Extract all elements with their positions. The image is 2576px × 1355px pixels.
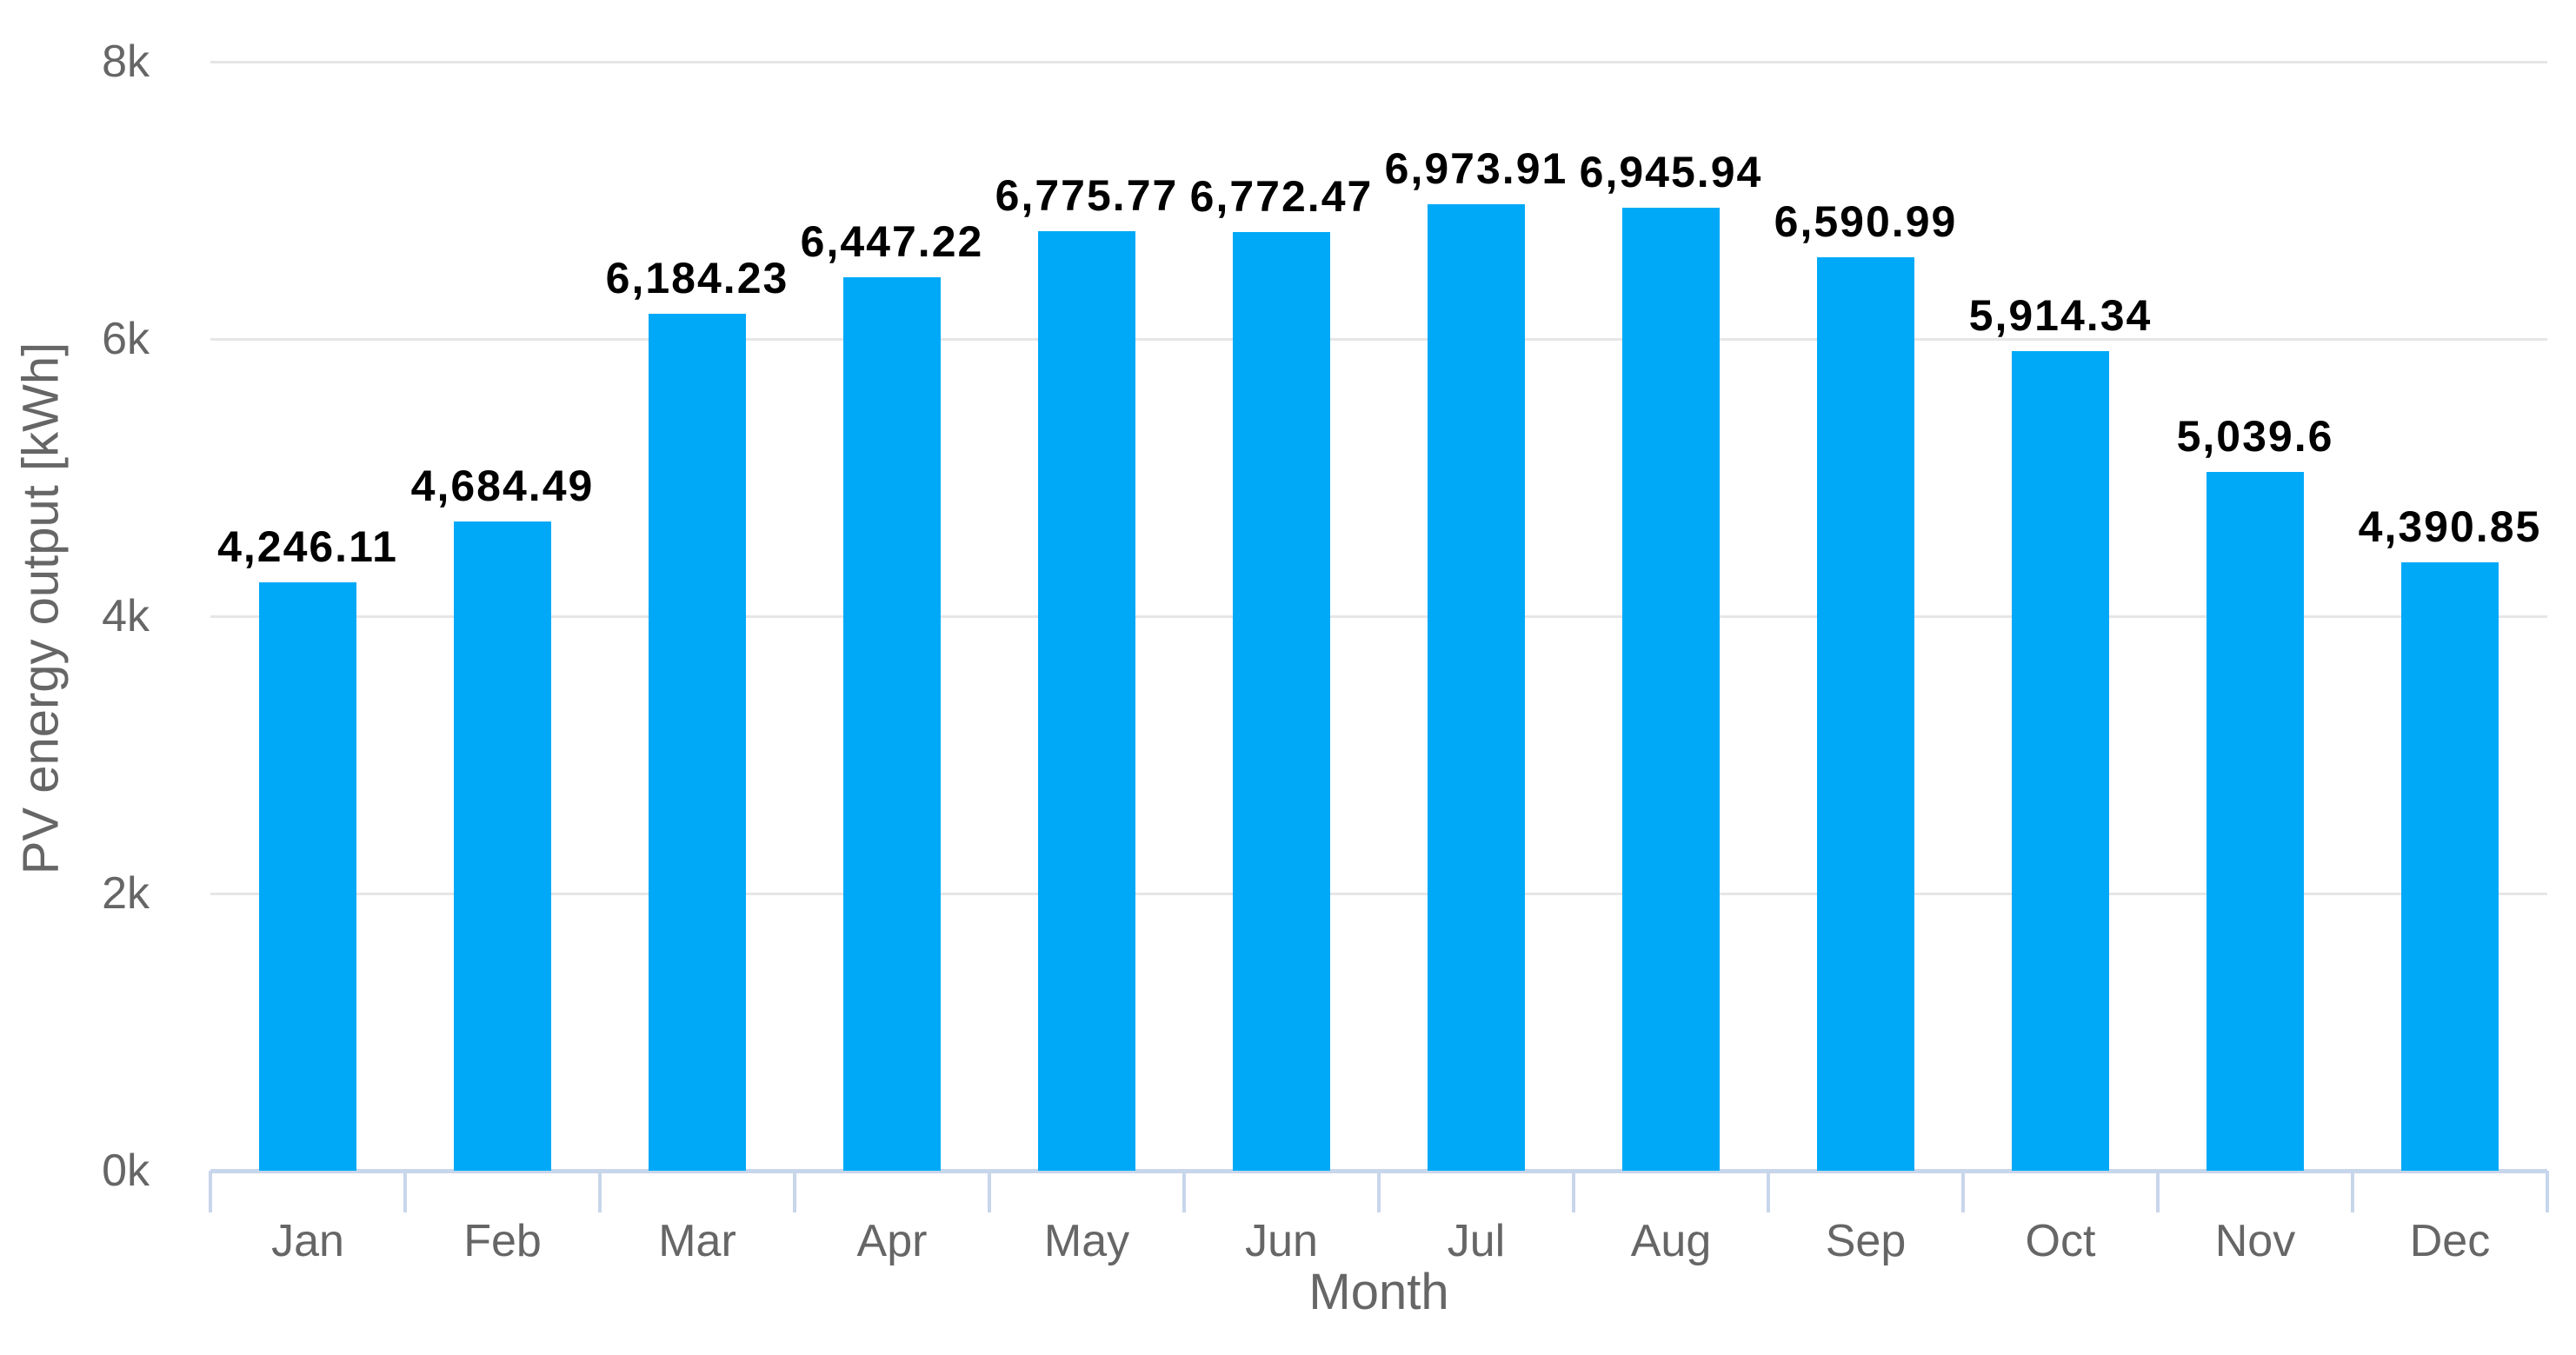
gridline-4k (210, 615, 2547, 618)
bar-sep (1817, 257, 1914, 1171)
y-tick-label-2k: 2k (102, 868, 150, 919)
x-tick-label-jul: Jul (1447, 1216, 1506, 1266)
bar-apr (843, 277, 941, 1171)
bar-nov (2207, 472, 2304, 1171)
bar-value-label-sep: 6,590.99 (1774, 197, 1958, 246)
x-axis-tick (988, 1171, 991, 1212)
bar-value-label-apr: 6,447.22 (800, 217, 984, 266)
x-tick-label-dec: Dec (2409, 1216, 2491, 1266)
bar-jul (1428, 204, 1525, 1171)
plot-area: Month 4,246.11 Jan 4,684.49 Feb 6,184.23 Mar 6… (209, 61, 2549, 1320)
x-tick-label-apr: Apr (856, 1216, 928, 1266)
bar-value-label-mar: 6,184.23 (605, 254, 789, 302)
x-tick-label-aug: Aug (1630, 1216, 1712, 1266)
bar-value-label-jun: 6,772.47 (1189, 172, 1374, 221)
x-axis-tick (2351, 1171, 2354, 1212)
y-axis: 0k 2k 4k 6k 8k (0, 0, 150, 1355)
y-tick-label-6k: 6k (102, 314, 150, 364)
x-axis-tick (793, 1171, 796, 1212)
bar-value-label-nov: 5,039.6 (2176, 412, 2334, 461)
bar-jun (1233, 232, 1330, 1171)
y-tick-label-0k: 0k (102, 1146, 150, 1196)
x-axis-tick (2156, 1171, 2160, 1212)
x-axis-tick (598, 1171, 602, 1212)
x-tick-label-nov: Nov (2214, 1216, 2296, 1266)
x-tick-label-jun: Jun (1245, 1216, 1318, 1266)
gridline-2k (210, 893, 2547, 895)
bar-value-label-oct: 5,914.34 (1968, 291, 2153, 340)
x-axis-tick (1182, 1171, 1186, 1212)
x-tick-label-sep: Sep (1825, 1216, 1907, 1266)
x-axis-tick (209, 1171, 212, 1212)
bar-value-label-may: 6,775.77 (995, 171, 1179, 220)
y-tick-label-4k: 4k (102, 591, 150, 641)
bar-value-label-dec: 4,390.85 (2358, 502, 2542, 551)
bar-aug (1622, 208, 1720, 1171)
x-axis-tick (1377, 1171, 1381, 1212)
gridline-8k (210, 61, 2547, 63)
bar-value-label-jan: 4,246.11 (217, 522, 398, 571)
y-tick-label-8k: 8k (102, 37, 150, 87)
x-axis-title: Month (1308, 1264, 1449, 1320)
bar-feb (454, 521, 551, 1171)
bar-oct (2012, 351, 2109, 1171)
bar-dec (2401, 562, 2499, 1171)
bar-value-label-jul: 6,973.91 (1384, 144, 1568, 193)
bar-may (1038, 231, 1135, 1171)
x-tick-label-may: May (1043, 1216, 1130, 1266)
x-axis-tick (403, 1171, 407, 1212)
x-tick-label-mar: Mar (658, 1216, 736, 1266)
bar-value-label-feb: 4,684.49 (410, 462, 595, 510)
x-axis-tick (1572, 1171, 1575, 1212)
x-tick-label-jan: Jan (271, 1216, 344, 1266)
gridline-6k (210, 338, 2547, 341)
bar-value-label-aug: 6,945.94 (1579, 148, 1763, 196)
x-axis-tick (1767, 1171, 1770, 1212)
x-axis-tick (1961, 1171, 1965, 1212)
bar-mar (649, 314, 746, 1171)
bar-jan (259, 582, 356, 1171)
x-tick-label-oct: Oct (2025, 1216, 2096, 1266)
x-tick-label-feb: Feb (463, 1216, 542, 1266)
x-axis-tick (2546, 1171, 2549, 1212)
